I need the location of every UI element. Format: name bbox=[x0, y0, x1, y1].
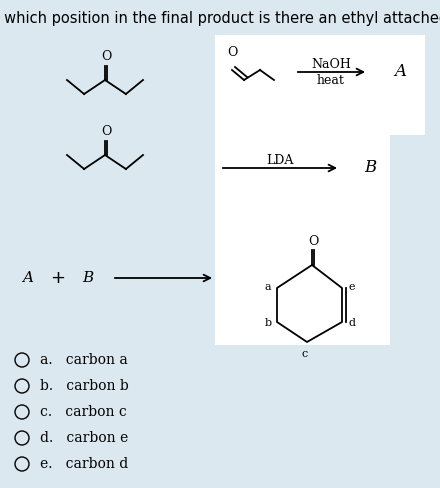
Text: c: c bbox=[302, 349, 308, 359]
Text: a.   carbon a: a. carbon a bbox=[40, 353, 128, 367]
Text: b: b bbox=[264, 318, 271, 328]
FancyBboxPatch shape bbox=[215, 35, 425, 135]
FancyBboxPatch shape bbox=[215, 135, 390, 210]
Text: d.   carbon e: d. carbon e bbox=[40, 431, 128, 445]
Text: LDA: LDA bbox=[266, 154, 293, 166]
Text: c.   carbon c: c. carbon c bbox=[40, 405, 127, 419]
Text: O: O bbox=[101, 125, 111, 138]
Text: B: B bbox=[82, 271, 94, 285]
Text: A: A bbox=[22, 271, 33, 285]
Text: O: O bbox=[308, 235, 318, 248]
Text: +: + bbox=[51, 269, 66, 287]
Text: NaOH: NaOH bbox=[311, 59, 351, 72]
Text: heat: heat bbox=[317, 74, 345, 86]
Text: At which position in the final product is there an ethyl attached?: At which position in the final product i… bbox=[0, 11, 440, 25]
Text: O: O bbox=[101, 50, 111, 63]
Text: e: e bbox=[349, 282, 355, 292]
Text: a: a bbox=[265, 282, 271, 292]
Text: b.   carbon b: b. carbon b bbox=[40, 379, 129, 393]
Text: O: O bbox=[227, 46, 237, 59]
Text: e.   carbon d: e. carbon d bbox=[40, 457, 128, 471]
FancyBboxPatch shape bbox=[215, 210, 390, 345]
Text: B: B bbox=[364, 160, 376, 177]
Text: d: d bbox=[348, 318, 356, 328]
Text: A: A bbox=[394, 63, 406, 81]
